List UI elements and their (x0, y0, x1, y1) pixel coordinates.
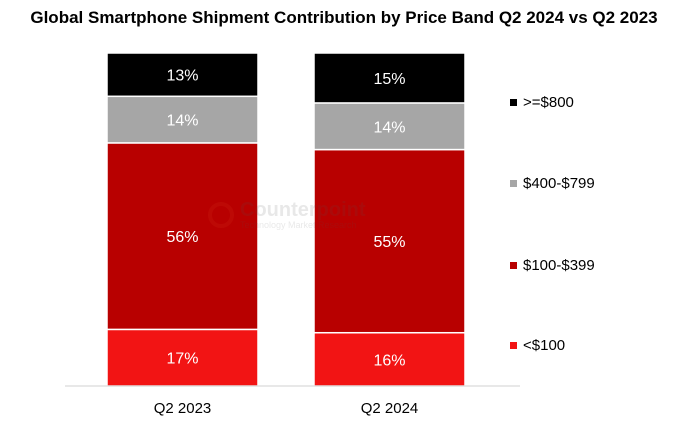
bar-group: 17% 56% 14% 13% 16% 55% 14% 15% (106, 52, 466, 387)
legend-swatch (510, 262, 517, 269)
bar-segment (106, 328, 259, 387)
bar-segment (313, 102, 466, 151)
data-label: 56% (166, 229, 198, 246)
data-label: 17% (166, 351, 198, 368)
bar-segment (313, 148, 466, 334)
legend-label: $100-$399 (523, 257, 595, 274)
x-tick-labels: Q2 2023 Q2 2024 (154, 400, 419, 417)
x-tick-label: Q2 2023 (154, 400, 212, 417)
legend-item: $100-$399 (510, 257, 595, 274)
legend: >=$800 $400-$799 $100-$399 <$100 (510, 0, 680, 428)
data-label: 16% (373, 352, 405, 369)
x-tick-label: Q2 2024 (361, 400, 419, 417)
watermark: Counterpoint Technology Market Research (208, 200, 366, 230)
legend-swatch (510, 342, 517, 349)
legend-label: <$100 (523, 337, 566, 354)
legend-label: $400-$799 (523, 175, 595, 192)
legend-label: >=$800 (523, 94, 574, 111)
legend-swatch (510, 99, 517, 106)
data-label: 15% (373, 71, 405, 88)
data-label: 13% (166, 68, 198, 85)
watermark-name: Counterpoint (240, 199, 366, 221)
legend-item: >=$800 (510, 94, 574, 111)
watermark-logo-icon (208, 202, 234, 228)
watermark-tagline: Technology Market Research (240, 220, 357, 230)
bar-segment (106, 52, 259, 98)
legend-item: <$100 (510, 337, 565, 354)
data-label: 14% (166, 113, 198, 130)
legend-swatch (510, 180, 517, 187)
bar-segment (106, 142, 259, 331)
bar-segment (313, 52, 466, 104)
data-label: 55% (373, 234, 405, 251)
legend-item: $400-$799 (510, 175, 595, 192)
chart-title: Global Smartphone Shipment Contribution … (30, 8, 658, 27)
bar-segment (313, 331, 466, 387)
data-label: 14% (373, 119, 405, 136)
